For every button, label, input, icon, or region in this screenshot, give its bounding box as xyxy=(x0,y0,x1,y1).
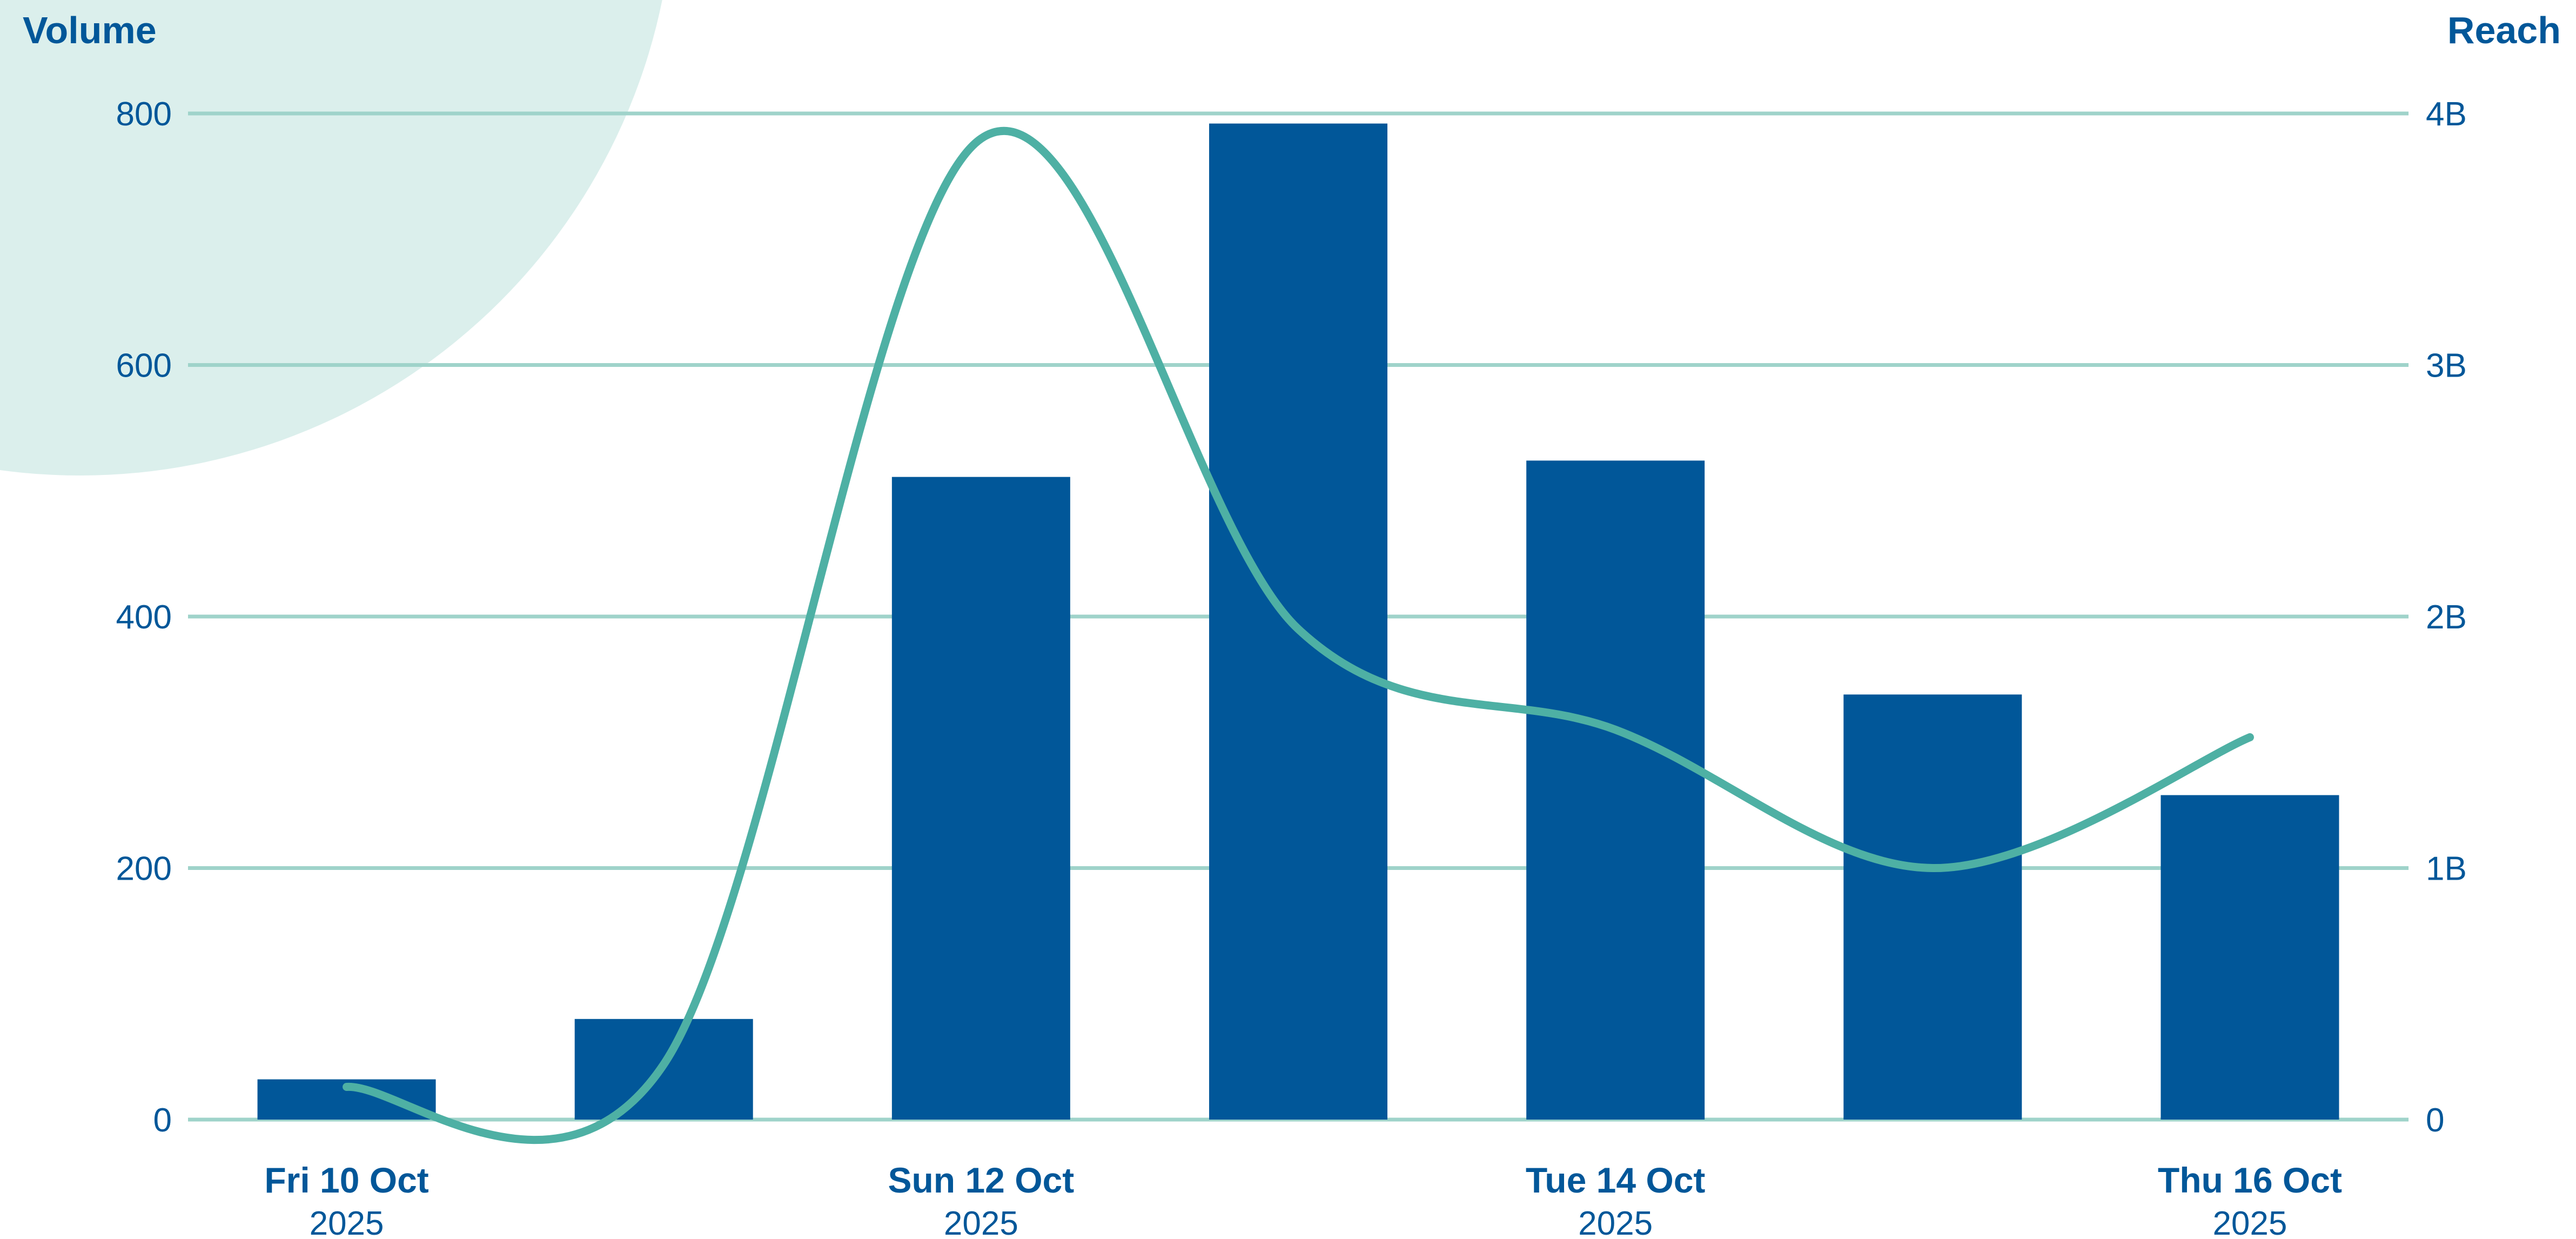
right-tick-label: 1B xyxy=(2426,850,2467,888)
x-tick-year-label: 2025 xyxy=(2212,1205,2287,1239)
right-tick-label: 3B xyxy=(2426,347,2467,385)
left-tick-label: 200 xyxy=(116,850,172,888)
left-tick-label: 800 xyxy=(116,96,172,133)
left-tick-label: 0 xyxy=(153,1102,172,1139)
reach-line xyxy=(343,127,2254,1144)
volume-bar xyxy=(1526,460,1705,1120)
x-tick-year-label: 2025 xyxy=(1578,1205,1653,1239)
volume-bar xyxy=(2161,795,2339,1120)
x-tick-day-label: Sun 12 Oct xyxy=(888,1160,1074,1200)
x-tick-day-label: Tue 14 Oct xyxy=(1526,1160,1706,1200)
volume-bars xyxy=(257,123,2339,1120)
x-tick-year-label: 2025 xyxy=(944,1205,1018,1239)
background-circle-decoration xyxy=(0,0,662,475)
right-tick-label: 0 xyxy=(2426,1102,2444,1139)
volume-bar xyxy=(891,477,1070,1120)
x-axis-ticks: Fri 10 Oct 2025 Sun 12 Oct 2025 Tue 14 Oct 20… xyxy=(264,1160,2342,1239)
x-tick-day-label: Thu 16 Oct xyxy=(2158,1160,2342,1200)
right-tick-label: 4B xyxy=(2426,96,2467,133)
right-tick-label: 2B xyxy=(2426,599,2467,636)
volume-bar xyxy=(1843,694,2022,1120)
volume-bar xyxy=(1209,123,1387,1120)
right-axis-ticks: 0 1B 2B 3B 4B xyxy=(2426,96,2467,1139)
right-axis-title: Reach xyxy=(2447,9,2561,51)
left-tick-label: 400 xyxy=(116,599,172,636)
left-axis-ticks: 0 200 400 600 800 xyxy=(116,96,172,1139)
left-tick-label: 600 xyxy=(116,347,172,385)
x-tick-year-label: 2025 xyxy=(310,1205,384,1239)
x-tick-day-label: Fri 10 Oct xyxy=(264,1160,428,1200)
left-axis-title: Volume xyxy=(23,9,157,51)
